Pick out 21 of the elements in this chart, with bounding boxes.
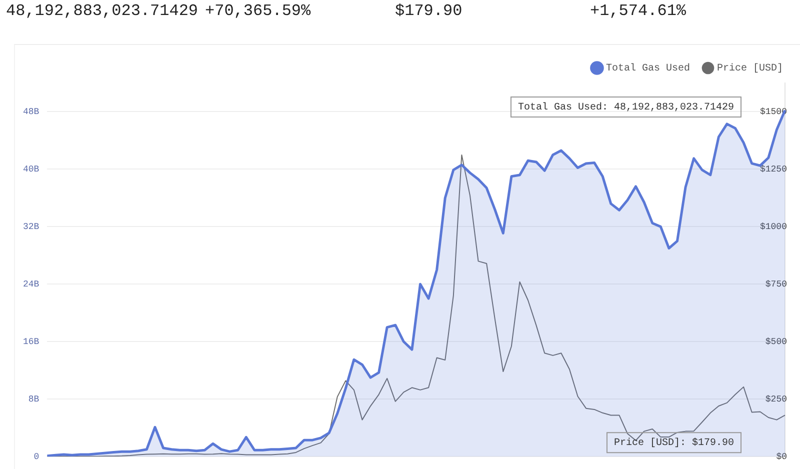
text: $179.90: [395, 2, 462, 20]
y2-tick-label: $1250: [760, 164, 787, 175]
y2-tick-label: $250: [765, 394, 787, 405]
y-tick-label: 40B: [23, 164, 40, 175]
y-tick-label: 32B: [23, 222, 40, 232]
y-tick-label: 48B: [23, 107, 40, 118]
text: 48,192,883,023.71429: [6, 2, 198, 20]
text: +1,574.61%: [590, 2, 686, 20]
legend-label: Price [USD]: [716, 62, 784, 75]
annotation: Price [USD]: $179.90: [614, 437, 734, 450]
y2-tick-label: $500: [765, 337, 787, 348]
y2-tick-label: $750: [765, 280, 787, 290]
y-tick-label: 0: [34, 452, 40, 462]
y-tick-label: 24B: [23, 280, 40, 290]
y2-tick-label: $0: [776, 452, 787, 462]
y-tick-label: 8B: [28, 394, 40, 405]
legend-label: Total Gas Used: [606, 62, 690, 75]
y2-tick-label: $1000: [760, 222, 787, 232]
annotation: Total Gas Used: 48,192,883,023.71429: [518, 102, 734, 114]
text: +70,365.59%: [205, 2, 311, 20]
y-tick-label: 16B: [23, 337, 40, 348]
